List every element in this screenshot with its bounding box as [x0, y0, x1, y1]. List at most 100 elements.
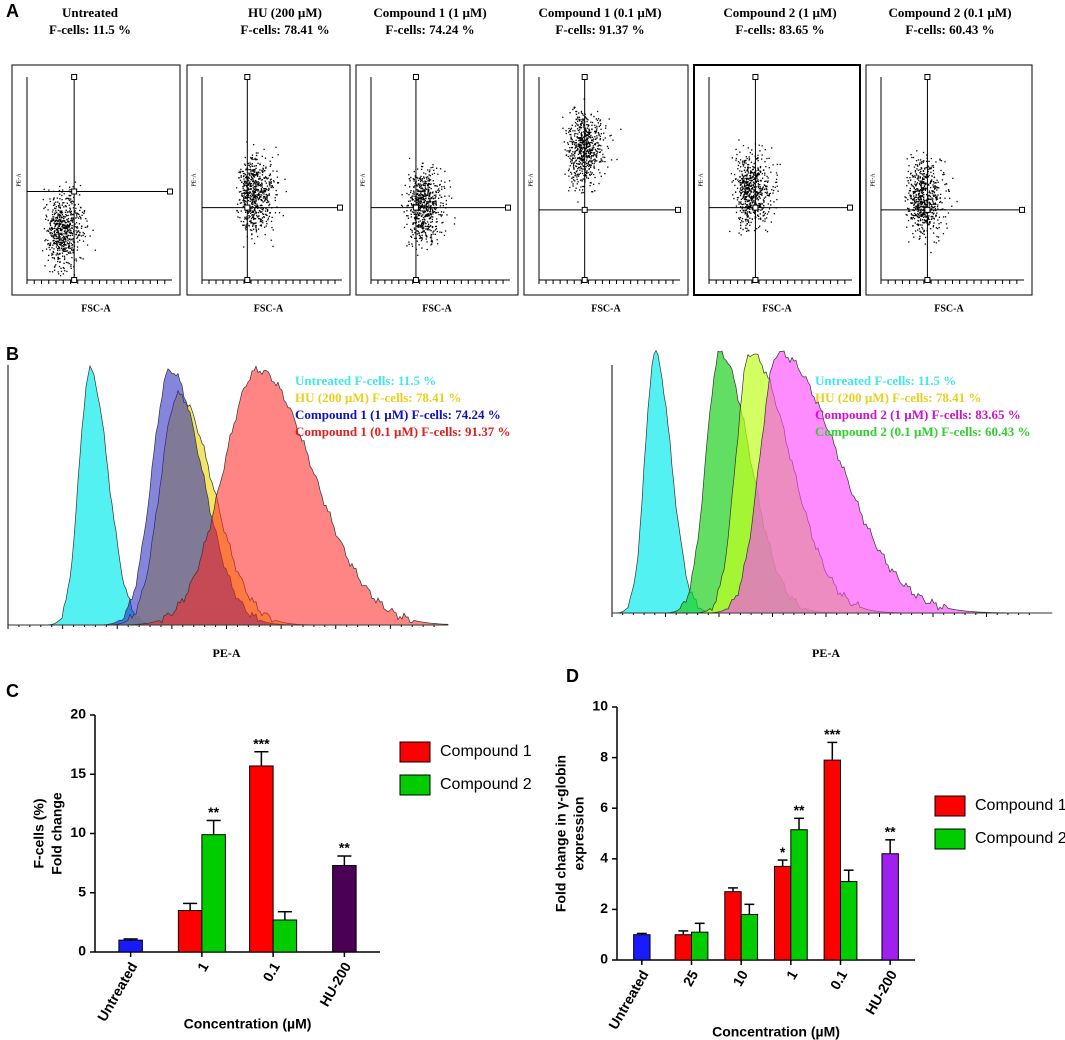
dot [740, 198, 743, 201]
significance-label: *** [824, 726, 841, 742]
dot [920, 170, 922, 173]
dot [61, 226, 63, 228]
dot [257, 228, 260, 230]
dot [572, 130, 574, 132]
dot [921, 192, 924, 195]
dot [72, 240, 74, 242]
dot [577, 149, 579, 151]
dot [759, 197, 761, 199]
dot [915, 190, 918, 192]
dot [746, 208, 749, 210]
dot [598, 133, 600, 135]
dot [567, 170, 570, 172]
dot [58, 243, 61, 246]
dot [918, 194, 920, 196]
dot [922, 191, 924, 194]
dot [442, 204, 445, 207]
dot [71, 214, 73, 216]
dot [423, 191, 426, 193]
legend-entry: HU (200 µM) F-cells: 78.41 % [295, 390, 461, 405]
dot [925, 187, 927, 189]
dot [600, 122, 602, 125]
dot [419, 235, 421, 237]
dot [929, 186, 932, 189]
dot [62, 227, 64, 229]
dot [55, 229, 58, 231]
dot [598, 125, 600, 128]
dot [580, 136, 583, 138]
dot [60, 243, 62, 245]
dot [58, 247, 61, 249]
dot [746, 222, 748, 225]
dot [260, 224, 262, 226]
dot [577, 153, 580, 155]
dot [768, 195, 771, 197]
dot [436, 230, 438, 233]
dot [262, 222, 264, 224]
dot [69, 208, 72, 210]
dot [744, 166, 746, 169]
dot [565, 132, 567, 135]
dot [66, 235, 69, 237]
dot [261, 183, 263, 185]
dot [265, 188, 267, 190]
dot [253, 193, 255, 195]
dot [947, 189, 950, 191]
dot [426, 248, 428, 251]
dot [910, 153, 912, 156]
dot [245, 168, 247, 170]
legend-label: Compound 2 [975, 830, 1065, 847]
dot [919, 237, 921, 240]
dot [266, 214, 268, 217]
dot [934, 184, 936, 187]
dot [568, 150, 570, 152]
dot [439, 214, 442, 216]
dot [592, 191, 594, 193]
dot [52, 240, 54, 242]
dot [570, 134, 572, 136]
dot [562, 116, 564, 118]
dot [253, 218, 256, 220]
dot [920, 173, 922, 175]
dot [53, 232, 55, 234]
dot [574, 122, 577, 124]
dot [77, 230, 79, 232]
dot [578, 157, 581, 159]
dot [59, 214, 61, 217]
dot [420, 194, 423, 196]
dot [272, 229, 274, 231]
dot [767, 194, 770, 197]
dot [730, 172, 733, 175]
dot [248, 182, 250, 184]
plot-title: Compound 2 (1 µM) [723, 5, 836, 20]
dot [574, 161, 576, 163]
dot [61, 245, 63, 247]
dot [420, 168, 423, 171]
dot [275, 194, 277, 196]
dot [749, 206, 751, 208]
dot [65, 235, 67, 237]
dot [747, 229, 749, 231]
dot [759, 170, 761, 172]
dot [753, 211, 755, 213]
dot [920, 196, 922, 198]
dot [580, 133, 582, 135]
dot [423, 201, 425, 203]
dot [418, 178, 421, 180]
dot [65, 236, 67, 238]
dot [917, 223, 920, 225]
dot [419, 237, 421, 239]
dot [49, 200, 51, 203]
dot [591, 124, 593, 126]
dot [70, 242, 72, 245]
dot [419, 195, 421, 197]
dot [257, 184, 259, 186]
dot [43, 207, 45, 210]
dot [616, 158, 618, 161]
dot [53, 266, 56, 268]
dot [417, 224, 419, 227]
dot [939, 197, 941, 200]
dot [580, 167, 582, 169]
dot [67, 240, 69, 242]
dot [445, 199, 448, 202]
